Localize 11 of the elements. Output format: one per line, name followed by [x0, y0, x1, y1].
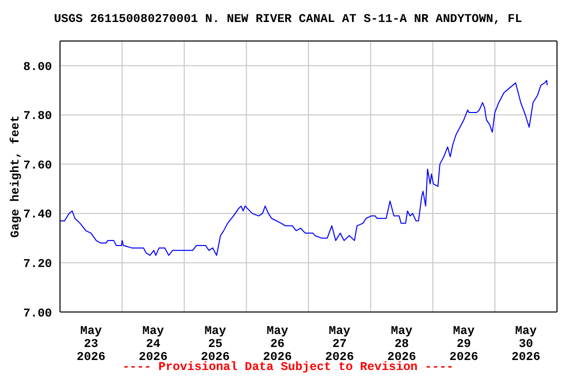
x-tick-label: May 23 2026 — [76, 324, 106, 364]
y-tick-label: 7.20 — [23, 256, 52, 271]
line-series — [60, 80, 548, 256]
y-tick-label: 7.60 — [23, 158, 52, 172]
x-tick-label: May 30 2026 — [512, 324, 540, 364]
chart-title: USGS 261150080270001 N. NEW RIVER CANAL AT S-11-A NR ANDYTOWN, FL — [52, 11, 524, 28]
y-tick-label: 7.80 — [23, 109, 52, 124]
y-axis-title: Gage height, feet — [8, 115, 22, 238]
y-tick-label: 7.40 — [23, 208, 52, 222]
y-tick-label: 7.00 — [23, 306, 52, 320]
y-tick-label: 8.00 — [23, 60, 52, 74]
